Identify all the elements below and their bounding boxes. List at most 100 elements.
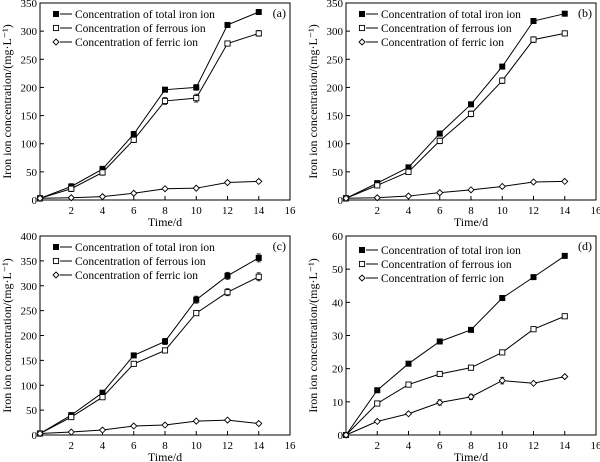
x-tick-label: 6 — [437, 440, 443, 452]
data-point — [561, 10, 568, 17]
data-point — [561, 30, 568, 37]
data-point — [161, 97, 169, 104]
data-point — [224, 289, 231, 296]
data-point — [561, 177, 569, 186]
data-point — [161, 338, 168, 345]
legend-marker — [358, 38, 366, 46]
legend-marker — [53, 243, 60, 250]
x-tick-label: 12 — [528, 205, 539, 217]
series-line — [39, 32, 259, 199]
x-tick-label: 14 — [253, 440, 265, 452]
legend-label: Concentration of ferrous ion — [75, 256, 206, 268]
x-tick-label: 2 — [69, 440, 75, 452]
legend-item: Concentration of ferrous ion — [52, 256, 206, 268]
legend-label: Concentration of ferric ion — [381, 37, 504, 49]
series-3 — [342, 372, 569, 439]
legend-item: Concentration of total iron ion — [53, 242, 215, 254]
data-point — [255, 419, 263, 428]
data-point — [224, 21, 231, 28]
legend-label: Concentration of ferrous ion — [75, 23, 206, 35]
data-point — [192, 184, 200, 192]
data-point — [342, 194, 350, 202]
series-2 — [36, 30, 262, 202]
legend-item: Concentration of ferrous ion — [52, 23, 206, 35]
data-point — [436, 189, 444, 197]
data-point — [404, 410, 413, 418]
data-point — [255, 273, 262, 280]
series-3 — [36, 177, 263, 202]
data-point — [161, 86, 168, 93]
data-point — [405, 360, 412, 367]
legend-item: Concentration of total iron ion — [358, 9, 521, 21]
series-line — [345, 180, 565, 199]
x-tick-label: 4 — [406, 205, 412, 217]
data-point — [561, 372, 569, 381]
legend-item: Concentration of ferric ion — [358, 37, 504, 49]
y-tick-label: 150 — [21, 111, 38, 123]
data-point — [374, 182, 381, 189]
legend-item: Concentration of ferric ion — [52, 270, 198, 282]
legend-label: Concentration of total iron ion — [381, 245, 521, 257]
x-tick-label: 2 — [375, 440, 381, 452]
data-point — [36, 194, 44, 202]
data-point — [224, 272, 231, 279]
y-tick-label: 250 — [21, 306, 38, 318]
data-point — [98, 426, 107, 434]
legend-item: Concentration of ferrous ion — [358, 259, 512, 271]
data-point — [529, 379, 538, 387]
data-point — [223, 178, 232, 187]
y-tick-label: 0 — [338, 195, 344, 207]
y-tick-label: 300 — [327, 26, 344, 38]
legend-item: Concentration of total iron ion — [358, 245, 521, 257]
y-tick-label: 100 — [21, 139, 38, 151]
y-tick-label: 300 — [21, 26, 38, 38]
y-tick-label: 200 — [21, 82, 38, 94]
data-point — [529, 178, 538, 186]
x-tick-label: 10 — [497, 440, 509, 452]
x-tick-label: 4 — [406, 440, 412, 452]
legend-item: Concentration of ferric ion — [52, 37, 198, 49]
x-tick-label: 16 — [285, 205, 297, 217]
data-point — [193, 296, 200, 303]
data-point — [342, 431, 350, 439]
data-point — [99, 394, 106, 401]
legend-marker — [52, 271, 60, 279]
data-point — [467, 110, 475, 117]
data-point — [467, 186, 475, 194]
x-tick-label: 6 — [437, 205, 443, 217]
x-tick-label: 14 — [559, 205, 571, 217]
panel-label: (b) — [578, 6, 592, 20]
series-line — [345, 315, 565, 436]
data-point — [161, 185, 169, 193]
y-tick-label: 100 — [327, 139, 344, 151]
x-axis-label: Time/d — [148, 450, 182, 462]
y-tick-label: 150 — [21, 355, 38, 367]
y-tick-label: 60 — [332, 231, 344, 243]
data-point — [255, 177, 263, 186]
legend-label: Concentration of ferrous ion — [381, 23, 512, 35]
panel-d: 0 10 20 30 40 50 60 2 4 6 8 10 12 14 16 Time/d Iron ion … — [306, 231, 600, 462]
data-point — [373, 194, 381, 202]
legend-label: Concentration of total iron ion — [75, 242, 215, 254]
legend-label: Concentration of total iron ion — [381, 9, 521, 21]
legend: Concentration of total iron ion Concentra… — [52, 9, 215, 49]
x-tick-label: 10 — [191, 440, 203, 452]
series-3 — [342, 177, 569, 202]
legend-marker — [358, 246, 365, 253]
x-tick-label: 8 — [162, 205, 168, 217]
data-point — [499, 77, 506, 84]
x-axis-label: Time/d — [454, 450, 488, 462]
data-point — [436, 370, 443, 378]
data-point — [161, 421, 169, 429]
panel-a: 0 50 100 150 200 250 300 350 2 4 6 8 10 12 14 16 Time/d I… — [0, 0, 296, 229]
y-tick-label: 40 — [332, 297, 344, 309]
data-point — [68, 414, 75, 421]
legend: Concentration of total iron ion Concentra… — [52, 242, 215, 282]
x-tick-label: 6 — [131, 205, 137, 217]
data-point — [374, 387, 381, 394]
data-point — [130, 352, 137, 359]
y-tick-label: 350 — [21, 0, 38, 10]
x-axis-label: Time/d — [454, 215, 488, 229]
series-2 — [36, 272, 262, 437]
series-line — [345, 376, 565, 436]
